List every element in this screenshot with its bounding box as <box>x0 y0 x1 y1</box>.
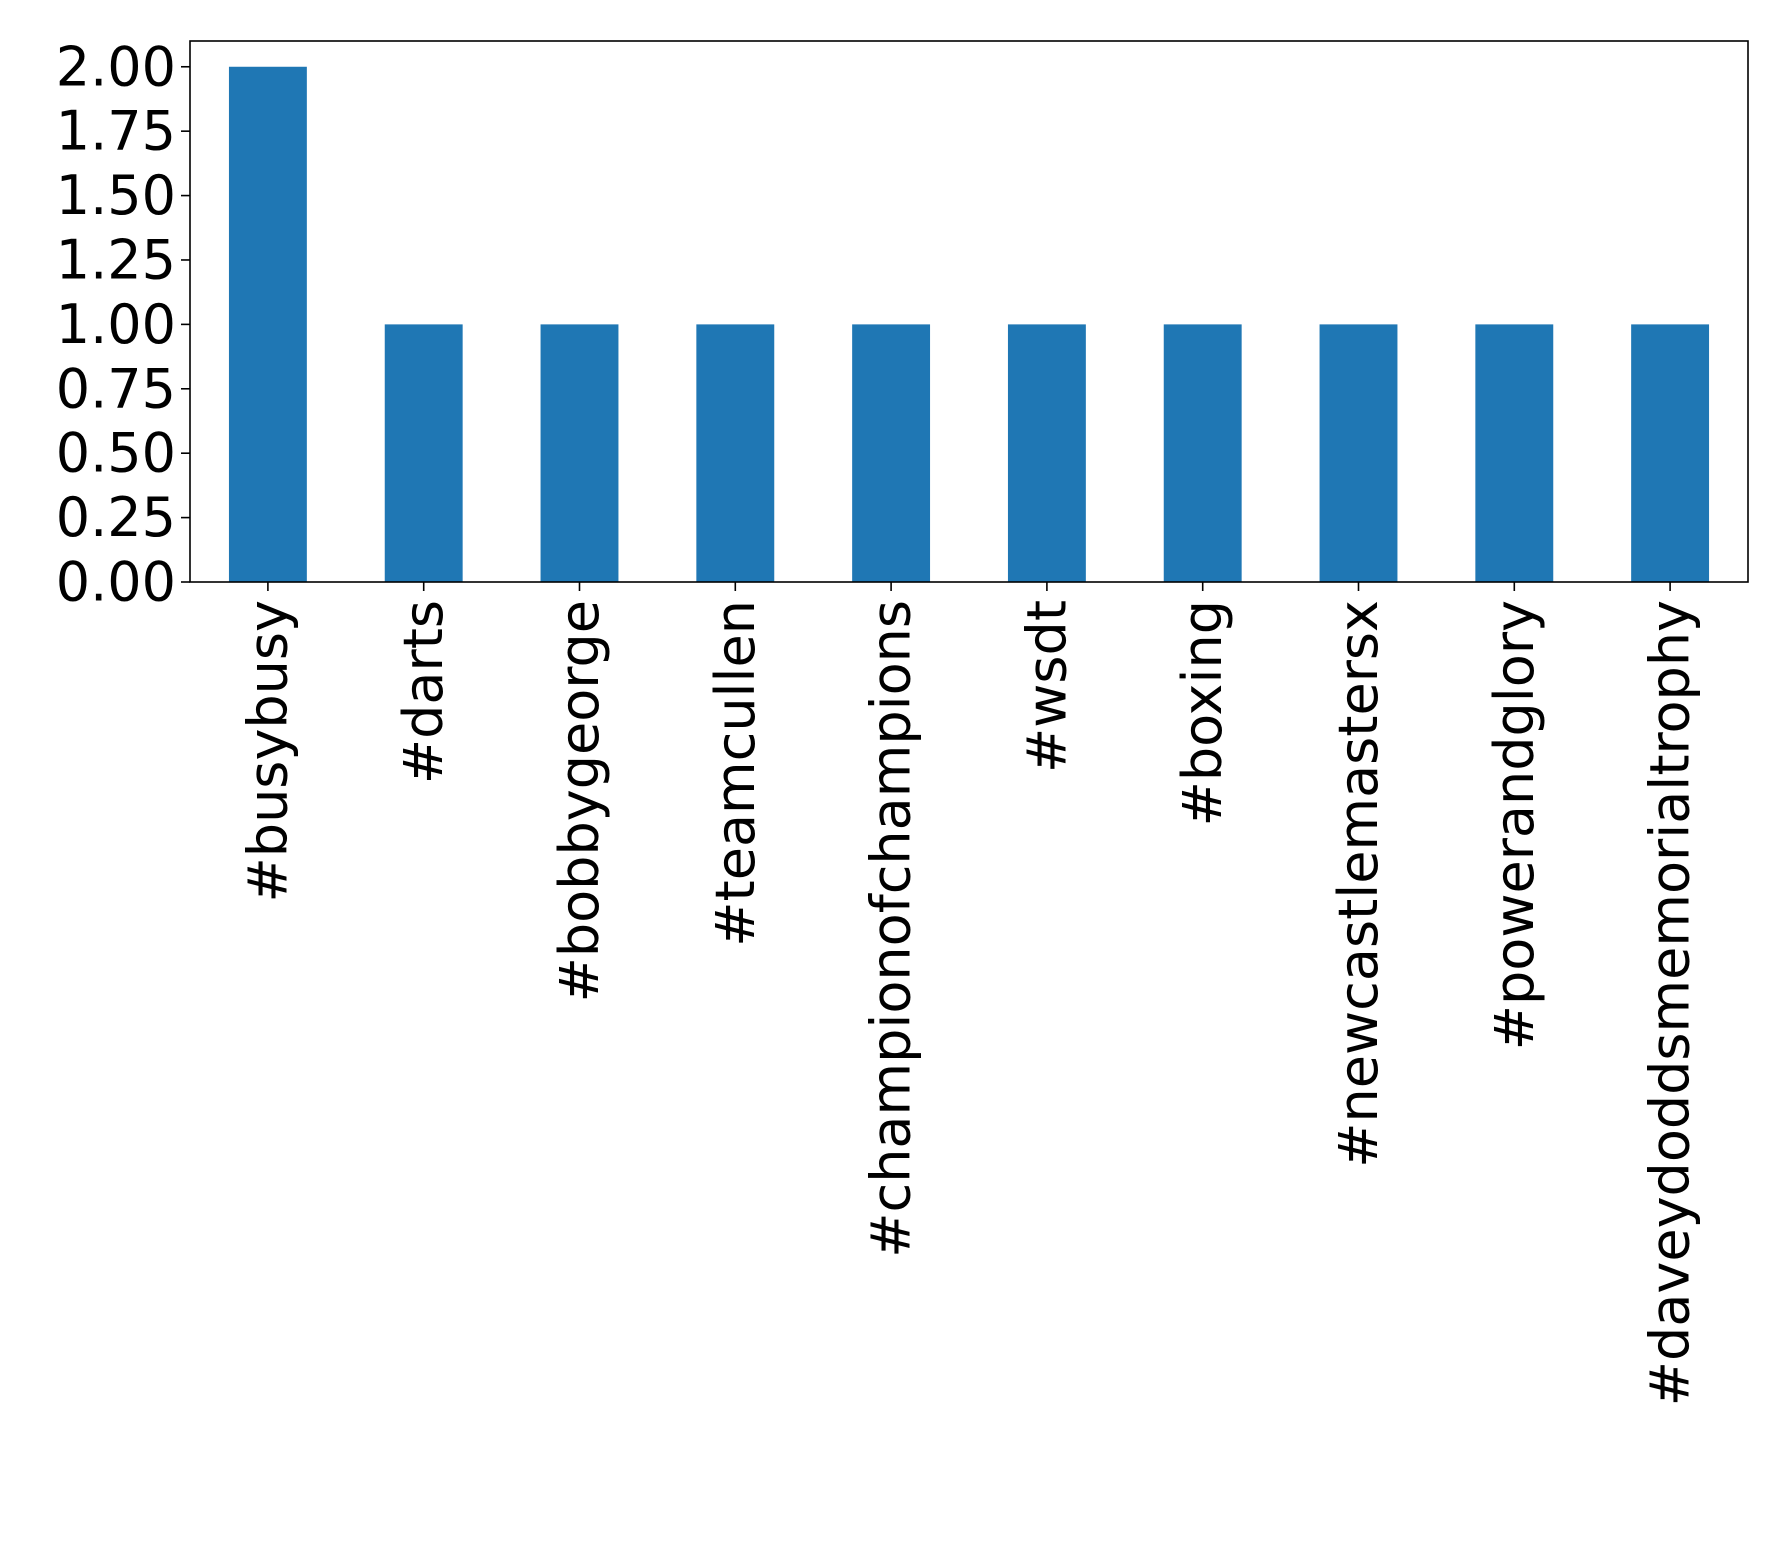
bar <box>540 324 619 582</box>
x-axis: #busybusy #darts #bobbygeorge #teamcullen #c… <box>236 582 1702 1406</box>
bar <box>1007 324 1086 582</box>
x-tick-label: #wsdt <box>1015 600 1078 773</box>
x-tick-label: #busybusy <box>236 600 299 902</box>
x-tick-label: #darts <box>392 600 455 784</box>
y-tick-label: 0.25 <box>56 486 176 549</box>
bar <box>1319 324 1398 582</box>
bar <box>696 324 775 582</box>
bar <box>1631 324 1710 582</box>
bar <box>1163 324 1242 582</box>
x-tick-label: #boxing <box>1171 600 1234 826</box>
x-tick-label: #daveydoddsmemorialtrophy <box>1639 600 1702 1406</box>
y-tick-label: 0.00 <box>56 551 176 614</box>
x-tick-label: #bobbygeorge <box>548 600 611 1002</box>
y-tick-label: 1.00 <box>56 293 176 356</box>
bar <box>852 324 931 582</box>
y-tick-label: 0.75 <box>56 357 176 420</box>
y-axis: 0.000.250.500.751.001.251.501.752.00 <box>56 35 190 614</box>
bar <box>384 324 463 582</box>
y-tick-label: 2.00 <box>56 35 176 98</box>
bar <box>1475 324 1554 582</box>
bar <box>228 66 307 582</box>
y-tick-label: 1.50 <box>56 164 176 227</box>
x-tick-label: #powerandglory <box>1483 600 1546 1050</box>
x-tick-label: #championofchampions <box>860 600 923 1258</box>
y-tick-label: 1.75 <box>56 100 176 163</box>
y-tick-label: 0.50 <box>56 422 176 485</box>
plot-frame <box>189 40 1749 583</box>
x-tick-label: #teamcullen <box>704 600 767 947</box>
y-tick-label: 1.25 <box>56 228 176 291</box>
bars-group <box>228 66 1710 582</box>
x-tick-label: #newcastlemastersx <box>1327 600 1390 1168</box>
